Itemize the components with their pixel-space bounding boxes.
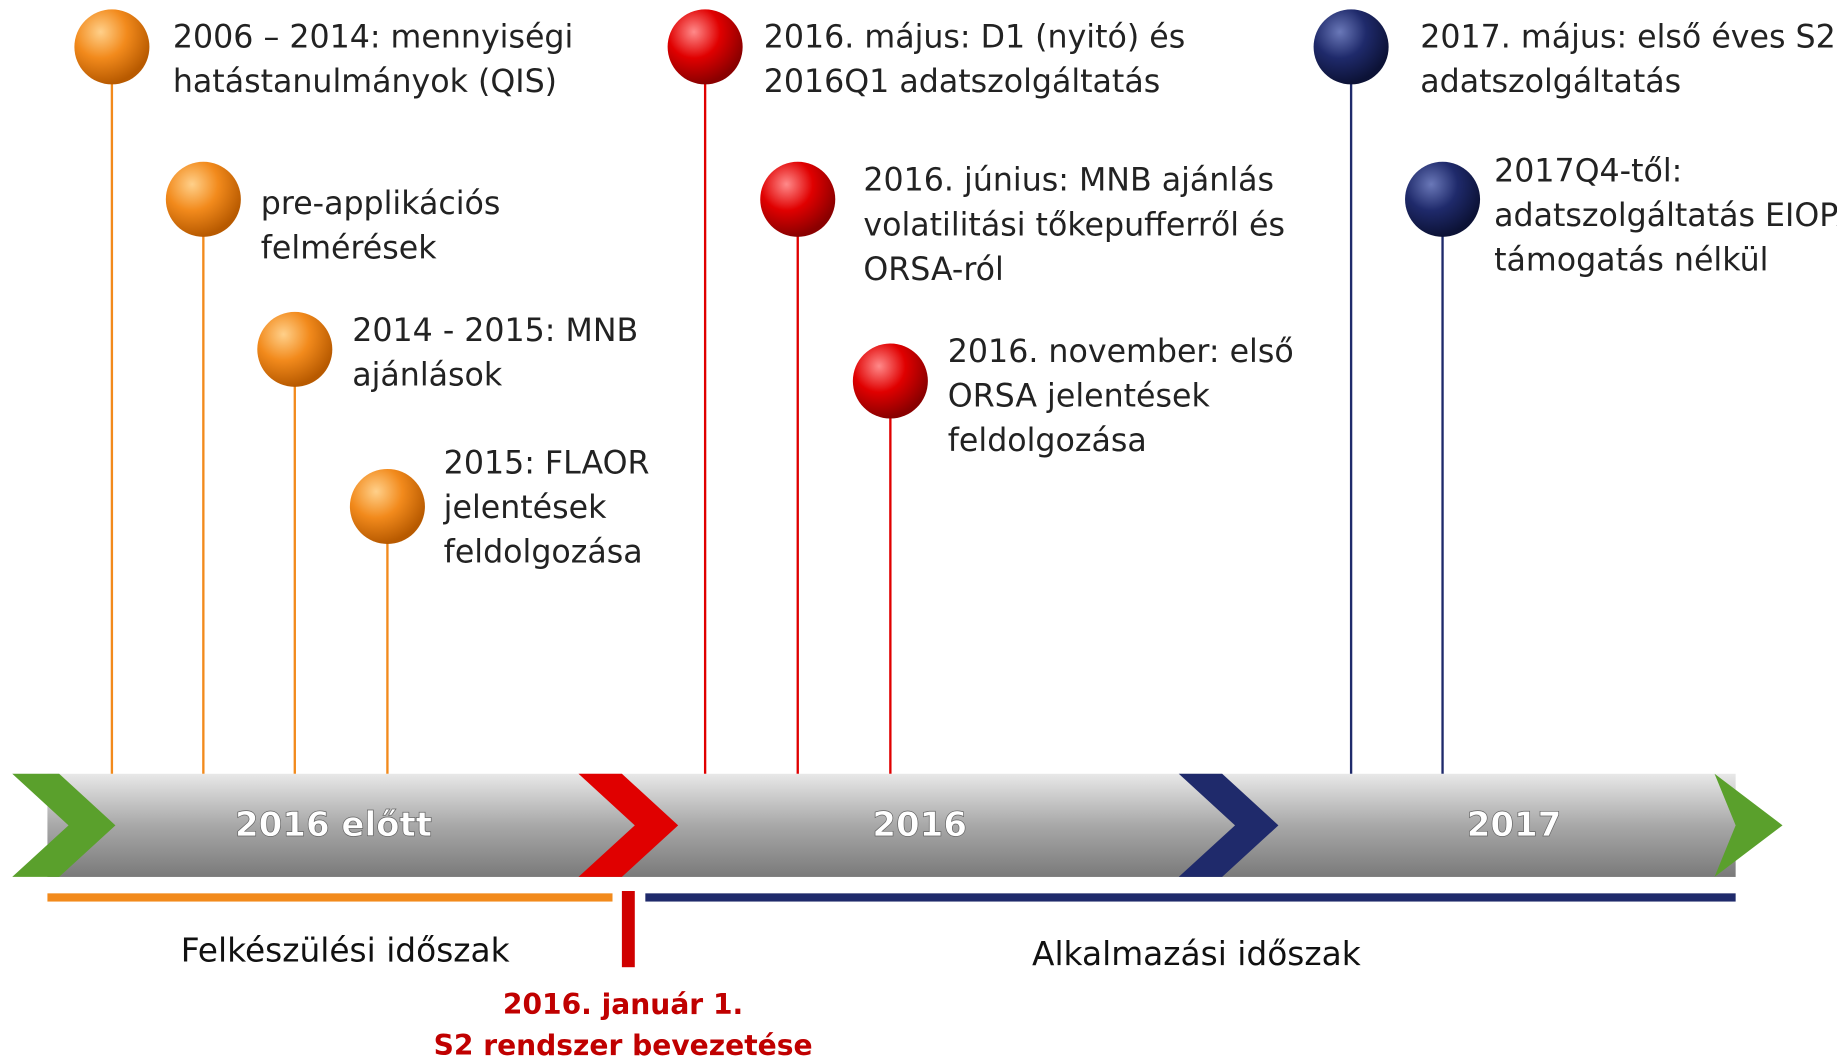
event-text: ORSA-ról: [863, 252, 1003, 288]
event-text: ORSA jelentések: [948, 378, 1211, 414]
event-text: 2017Q4-től:: [1494, 153, 1682, 189]
event-dot: [257, 311, 333, 387]
event-text: ajánlások: [352, 357, 503, 393]
phase-label: Felkészülési időszak: [181, 931, 510, 969]
period-label: 2017: [1467, 805, 1562, 845]
event-text: pre-applikációs: [261, 186, 501, 222]
event-text: jelentések: [443, 490, 607, 526]
prep-phase-line: [47, 893, 613, 902]
event-text: 2006 – 2014: mennyiségi: [173, 20, 573, 56]
event-text: 2016. május: D1 (nyitó) és: [764, 20, 1185, 56]
period-label: 2016 előtt: [235, 805, 432, 845]
event-dot: [1405, 161, 1481, 237]
event-dot: [852, 343, 928, 419]
event-dot: [349, 468, 425, 544]
event-text: 2016. június: MNB ajánlás: [863, 163, 1274, 199]
event-dot: [1313, 9, 1389, 85]
event-text: 2016Q1 adatszolgáltatás: [764, 64, 1160, 100]
event-text: 2016. november: első: [948, 334, 1294, 370]
phase-label: Alkalmazási időszak: [1032, 935, 1361, 973]
event-text: volatilitási tőkepufferről és: [863, 207, 1285, 243]
content: 2006 – 2014: mennyiségi hatástanulmányok …: [74, 9, 1837, 1061]
event-dot: [74, 9, 150, 85]
event-text: feldolgozása: [444, 534, 643, 570]
event-text: felmérések: [261, 231, 437, 267]
event-text: adatszolgáltatás: [1420, 64, 1681, 100]
event-text: támogatás nélkül: [1494, 242, 1768, 278]
event-text: adatszolgáltatás EIOPA: [1494, 198, 1837, 234]
timeline-bar: [12, 773, 1783, 877]
period-label: 2016: [872, 805, 967, 845]
event-text: feldolgozása: [948, 423, 1147, 459]
event-text: hatástanulmányok (QIS): [173, 64, 557, 100]
milestone-marker: [621, 891, 635, 968]
milestone-text: 2016. január 1.: [503, 988, 743, 1021]
milestone-text: S2 rendszer bevezetése: [434, 1029, 813, 1061]
apply-phase-line: [645, 893, 1736, 902]
event-dot: [165, 161, 241, 237]
event-text: 2015: FLAOR: [444, 445, 650, 481]
event-dot: [667, 9, 743, 85]
event-text: 2017. május: első éves S2: [1420, 20, 1835, 56]
event-text: 2014 - 2015: MNB: [352, 313, 638, 349]
event-dot: [760, 161, 836, 237]
